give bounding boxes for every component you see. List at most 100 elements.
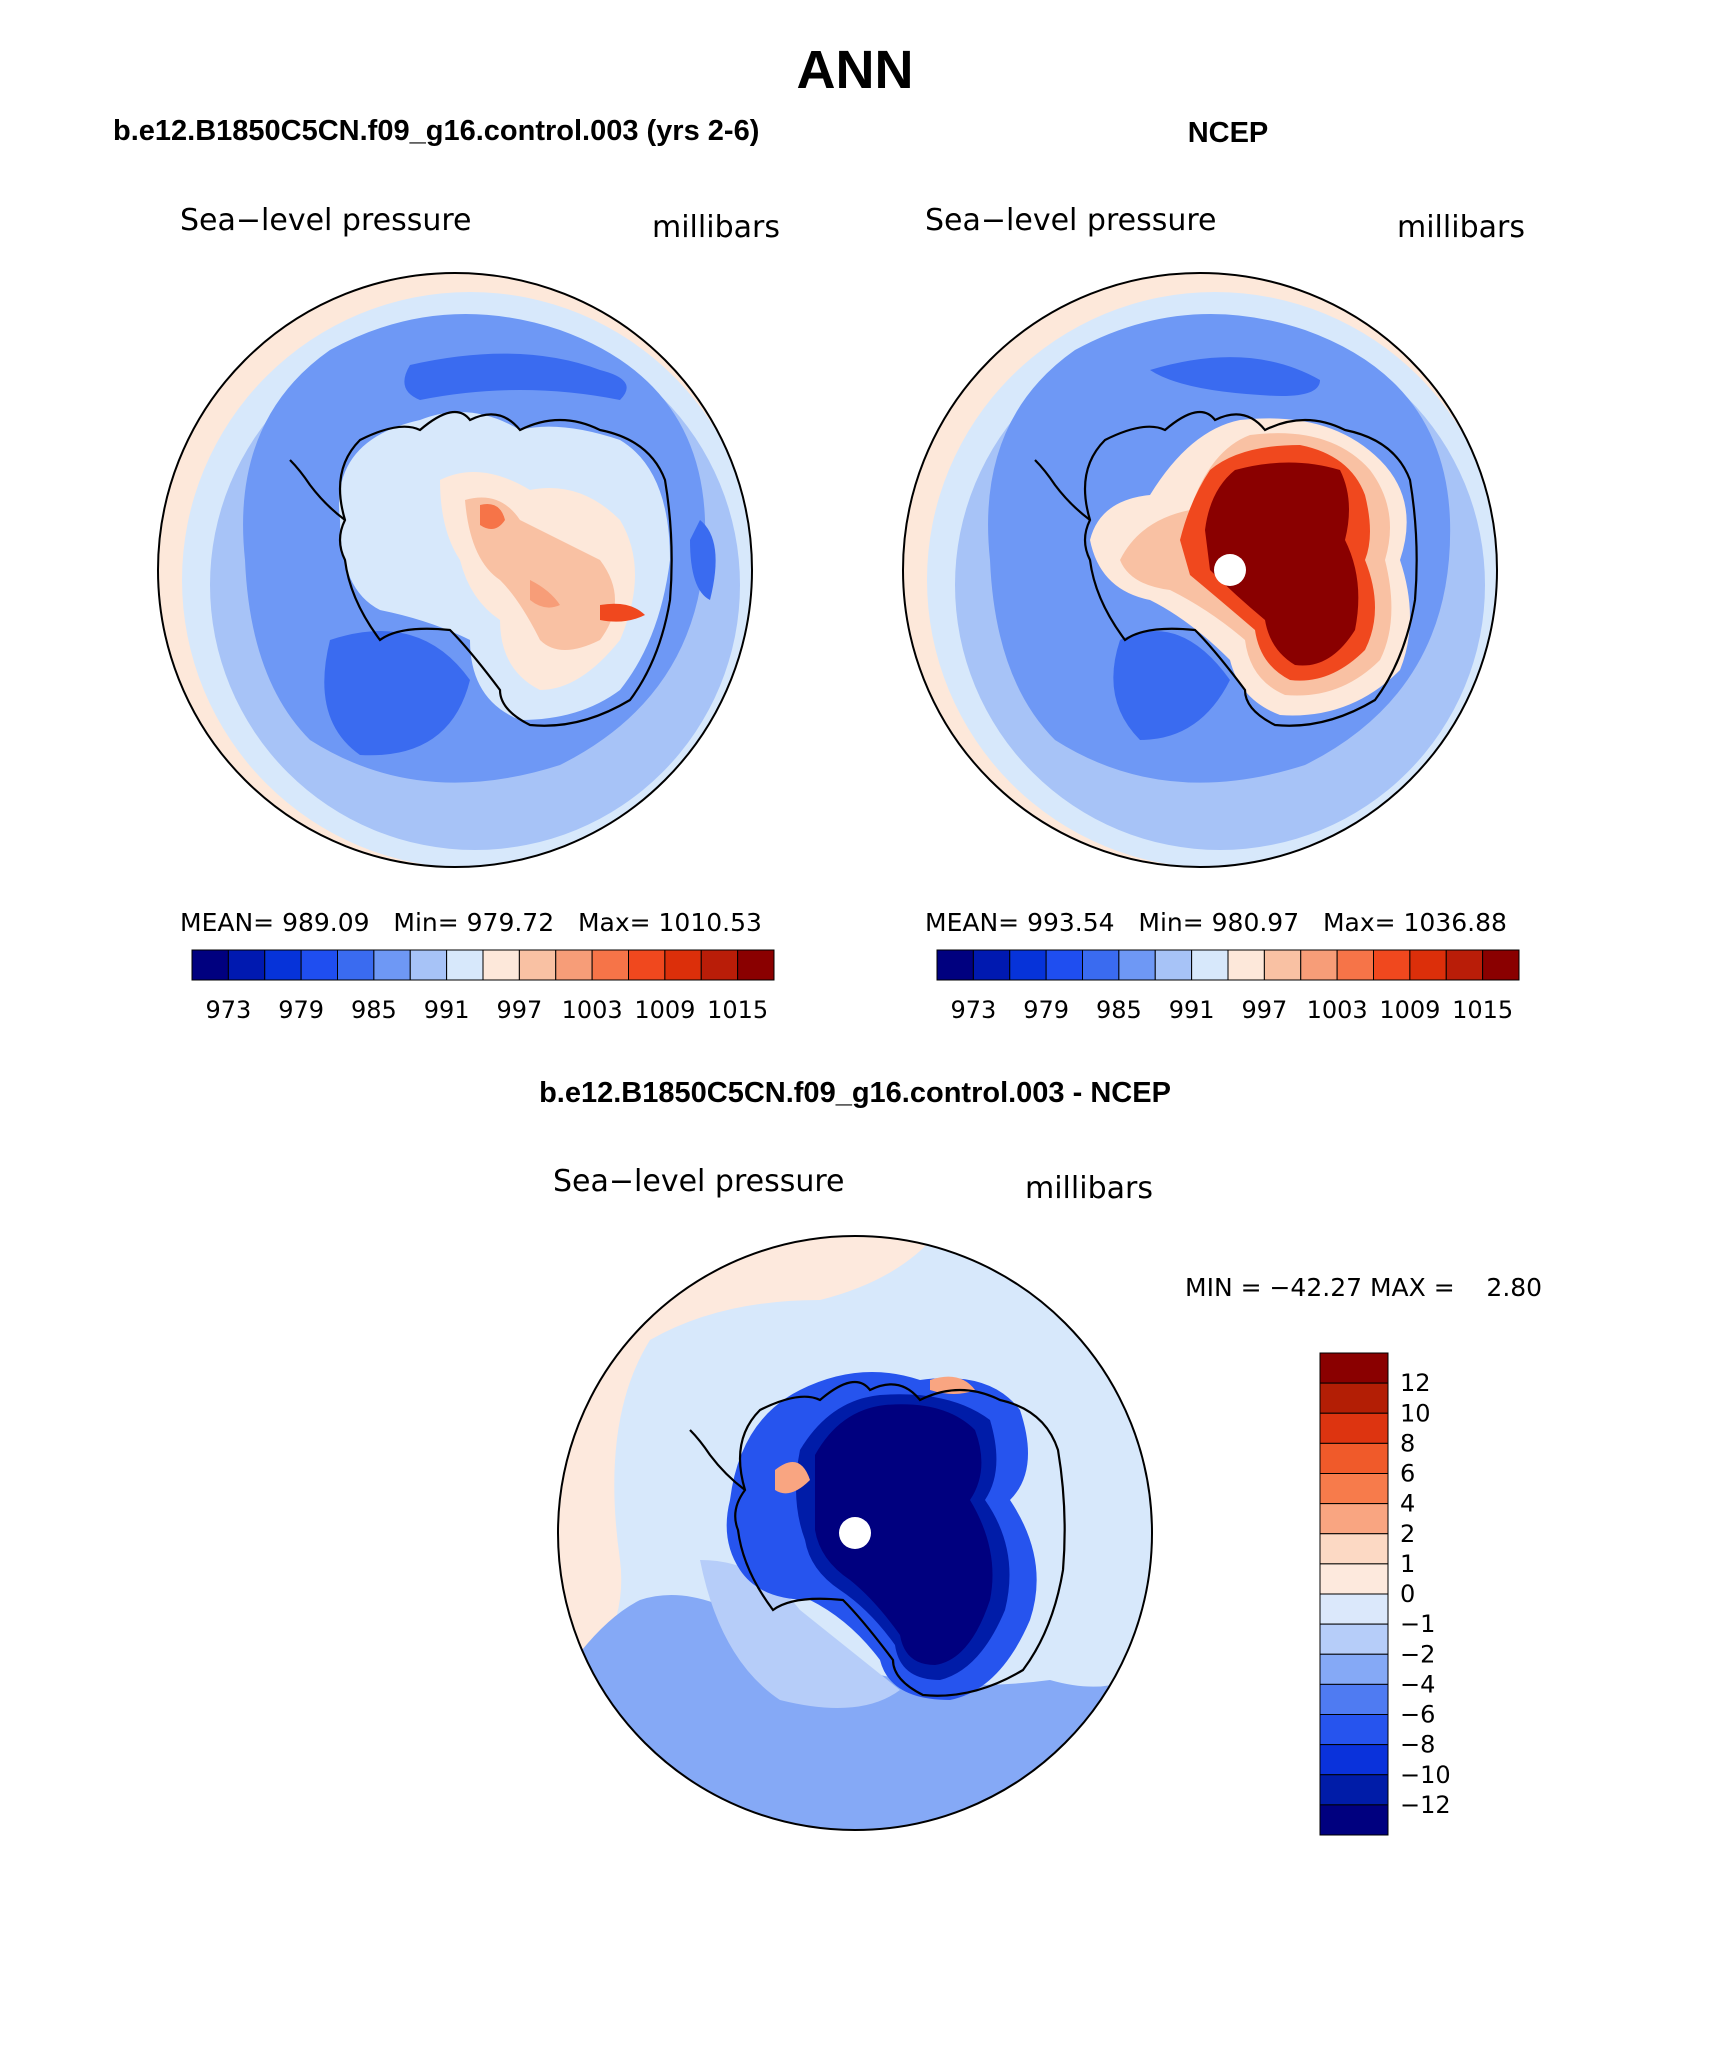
figure-title: ANN bbox=[797, 40, 914, 100]
panel-a-colorbar-swatch bbox=[737, 949, 775, 981]
panel-b-border bbox=[902, 272, 1498, 868]
panel-b-colorbar-swatch bbox=[972, 949, 1011, 981]
diff-colorbar-swatch bbox=[1319, 1653, 1389, 1685]
diff-colorbar-tick-label: 12 bbox=[1400, 1369, 1431, 1397]
panel-b-low-west bbox=[1113, 631, 1230, 740]
diff-colorbar-swatch bbox=[1319, 1533, 1389, 1565]
panel-a-colorbar-swatch bbox=[227, 949, 266, 981]
panel-b-colorbar-swatch bbox=[1300, 949, 1338, 981]
panel-b-colorbar-tick-label: 973 bbox=[950, 996, 996, 1024]
panel-b-colorbar-tick-label: 991 bbox=[1169, 996, 1215, 1024]
diff-colorbar-tick-label: 4 bbox=[1400, 1490, 1415, 1518]
diff-colorbar-swatch bbox=[1319, 1503, 1389, 1535]
diff-colorbar-swatch bbox=[1319, 1442, 1389, 1474]
diff-colorbar-tick-label: 1 bbox=[1400, 1550, 1415, 1578]
panel-a-colorbar-swatch bbox=[482, 949, 520, 981]
diff-colorbar-tick-label: −10 bbox=[1400, 1761, 1451, 1789]
diff-map bbox=[557, 1235, 1153, 1831]
diff-coastline bbox=[734, 1380, 1066, 1697]
panel-b-peninsula bbox=[1034, 459, 1091, 521]
diff-colorbar-tick-label: −12 bbox=[1400, 1791, 1451, 1819]
diff-colorbar-tick-label: 2 bbox=[1400, 1520, 1415, 1548]
panel-a-colorbar-swatch bbox=[628, 949, 666, 981]
panel-b-colorbar-tick-label: 985 bbox=[1096, 996, 1142, 1024]
panel-b-variable-label: Sea−level pressure bbox=[925, 203, 1216, 238]
diff-colorbar-swatch bbox=[1319, 1563, 1389, 1595]
panel-b-colorbar-tick-label: 979 bbox=[1023, 996, 1069, 1024]
panel-a-colorbar-swatch bbox=[300, 949, 338, 981]
panel-a-colorbar-swatch bbox=[191, 949, 229, 981]
diff-peninsula bbox=[689, 1429, 746, 1491]
panel-b-colorbar-swatch bbox=[1482, 949, 1520, 981]
panel-a-colorbar-swatch bbox=[446, 949, 484, 981]
diff-variable-label: Sea−level pressure bbox=[553, 1164, 844, 1199]
panel-a-colorbar-swatch bbox=[518, 949, 557, 981]
panel-a-border bbox=[157, 272, 753, 868]
panel-a-colorbar-swatch bbox=[409, 949, 448, 981]
panel-a-peninsula bbox=[289, 459, 346, 521]
diff-colorbar-swatch bbox=[1319, 1804, 1389, 1836]
diff-units-label: millibars bbox=[1025, 1171, 1153, 1206]
panel-a-variable-label: Sea−level pressure bbox=[180, 203, 471, 238]
panel-a-high-1 bbox=[480, 504, 505, 529]
panel-b-colorbar-swatch bbox=[1082, 949, 1120, 981]
panel-b-colorbar-tick-label: 1015 bbox=[1452, 996, 1513, 1024]
panel-a-colorbar-tick-label: 1009 bbox=[634, 996, 695, 1024]
panel-b-colorbar-swatch bbox=[1227, 949, 1265, 981]
panel-b-map bbox=[902, 272, 1498, 868]
panel-a-low-west bbox=[324, 631, 470, 756]
diff-colorbar-tick-label: 6 bbox=[1400, 1460, 1415, 1488]
diff-colorbar-tick-label: −1 bbox=[1400, 1610, 1435, 1638]
diff-fill-neg2 bbox=[700, 1560, 900, 1708]
panel-b-colorbar-swatch bbox=[1045, 949, 1083, 981]
panel-b-coastline bbox=[1083, 410, 1418, 727]
panel-b-colorbar-swatch bbox=[1373, 949, 1411, 981]
panel-b-colorbar-swatch bbox=[1336, 949, 1374, 981]
panel-a-units-label: millibars bbox=[652, 210, 780, 245]
panel-a-colorbar-swatch bbox=[264, 949, 302, 981]
panel-b-colorbar-swatch bbox=[1263, 949, 1302, 981]
diff-colorbar-tick-label: 8 bbox=[1400, 1429, 1415, 1457]
panel-b-colorbar-swatch bbox=[1118, 949, 1156, 981]
panel-a-colorbar-tick-label: 979 bbox=[278, 996, 324, 1024]
diff-colorbar-swatch bbox=[1319, 1714, 1389, 1746]
panel-b-stats: MEAN= 993.54 Min= 980.97 Max= 1036.88 bbox=[925, 908, 1507, 937]
panel-b-colorbar-swatch bbox=[1009, 949, 1047, 981]
panel-a-colorbar-tick-label: 973 bbox=[205, 996, 251, 1024]
panel-b-colorbar: 973 979 985 991 997 1003 1009 1015 bbox=[936, 949, 1520, 1024]
diff-colorbar-swatch bbox=[1319, 1683, 1389, 1715]
panel-a-coastline bbox=[338, 410, 673, 727]
diff-colorbar-swatch bbox=[1319, 1352, 1389, 1384]
panel-a-high-2 bbox=[600, 603, 645, 622]
panel-b-colorbar-swatch bbox=[936, 949, 974, 981]
panel-a-low-east bbox=[690, 520, 716, 600]
panel-a-colorbar-tick-label: 997 bbox=[496, 996, 542, 1024]
diff-colorbar-tick-label: −6 bbox=[1400, 1701, 1435, 1729]
panel-a-colorbar-tick-label: 1015 bbox=[707, 996, 768, 1024]
diff-colorbar-tick-label: 10 bbox=[1400, 1399, 1431, 1427]
panel-a-colorbar: 973 979 985 991 997 1003 1009 1015 bbox=[191, 949, 775, 1024]
diff-colorbar-swatch bbox=[1319, 1473, 1389, 1505]
diff-colorbar-swatch bbox=[1319, 1744, 1389, 1776]
panel-a-colorbar-swatch bbox=[555, 949, 593, 981]
panel-b-colorbar-swatch bbox=[1191, 949, 1229, 981]
diff-fill-neg4-south bbox=[560, 1595, 1152, 1830]
panel-a-colorbar-swatch bbox=[700, 949, 739, 981]
panel-a-colorbar-swatch bbox=[337, 949, 375, 981]
panel-a-colorbar-tick-label: 991 bbox=[424, 996, 470, 1024]
panel-b-units-label: millibars bbox=[1397, 210, 1525, 245]
panel-a-colorbar-tick-label: 985 bbox=[351, 996, 397, 1024]
panel-b-colorbar-swatch bbox=[1445, 949, 1484, 981]
diff-fill-neg12-core bbox=[815, 1404, 993, 1665]
diff-colorbar-tick-label: −2 bbox=[1400, 1640, 1435, 1668]
panel-b-colorbar-tick-label: 1003 bbox=[1307, 996, 1368, 1024]
panel-b-colorbar-tick-label: 997 bbox=[1241, 996, 1287, 1024]
diff-colorbar-swatch bbox=[1319, 1593, 1389, 1625]
panel-a-header: b.e12.B1850C5CN.f09_g16.control.003 (yrs… bbox=[113, 115, 759, 147]
diff-panel-header: b.e12.B1850C5CN.f09_g16.control.003 - NC… bbox=[539, 1077, 1171, 1109]
diff-small-positive bbox=[775, 1462, 810, 1494]
panel-a-low-north bbox=[404, 353, 627, 400]
panel-a-stats: MEAN= 989.09 Min= 979.72 Max= 1010.53 bbox=[180, 908, 762, 937]
panel-a-colorbar-swatch bbox=[591, 949, 629, 981]
